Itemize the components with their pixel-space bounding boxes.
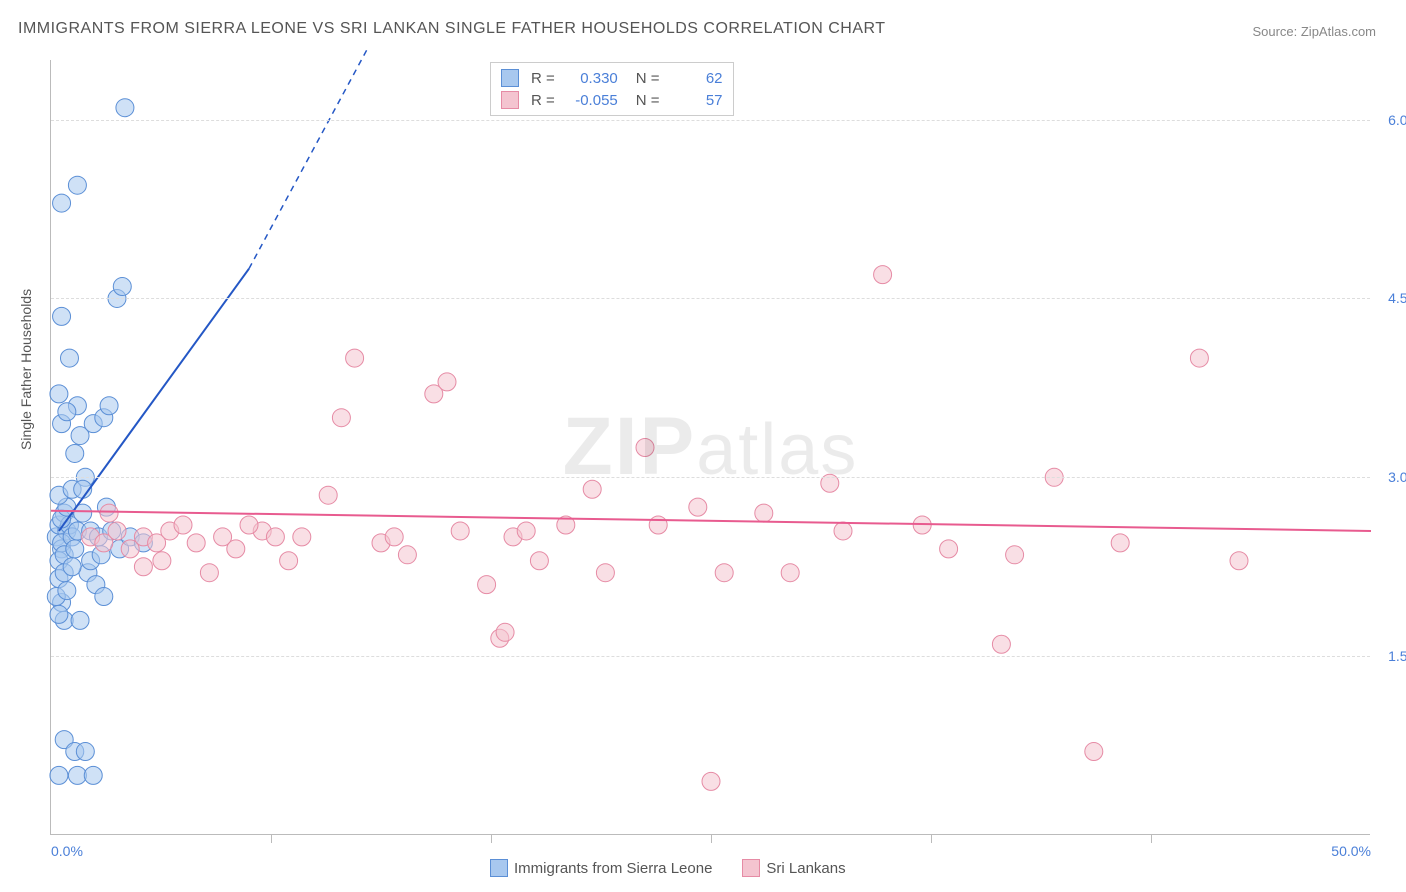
legend-n-label: N = [636,92,660,109]
legend-r-label: R = [531,92,555,109]
legend-bottom-label-1: Immigrants from Sierra Leone [514,860,712,877]
plot-area: ZIPatlas 1.5%3.0%4.5%6.0%0.0%50.0% [50,60,1370,835]
y-tick-label: 4.5% [1375,290,1406,306]
legend-r-value-1: 0.330 [563,70,618,87]
legend-bottom-swatch-2 [742,859,760,877]
legend-bottom-item-2: Sri Lankans [742,859,845,877]
legend-row-2: R = -0.055 N = 57 [501,89,723,111]
x-tick-label: 50.0% [1331,843,1371,859]
legend-n-value-1: 62 [668,70,723,87]
legend-bottom: Immigrants from Sierra Leone Sri Lankans [490,859,846,877]
legend-top: R = 0.330 N = 62 R = -0.055 N = 57 [490,62,734,116]
legend-row-1: R = 0.330 N = 62 [501,67,723,89]
y-axis-label: Single Father Households [18,289,34,450]
chart-title: IMMIGRANTS FROM SIERRA LEONE VS SRI LANK… [18,20,886,38]
x-tick-label: 0.0% [51,843,83,859]
legend-bottom-swatch-1 [490,859,508,877]
y-tick-label: 3.0% [1375,469,1406,485]
legend-n-value-2: 57 [668,92,723,109]
legend-swatch-1 [501,69,519,87]
y-tick-label: 1.5% [1375,648,1406,664]
legend-r-value-2: -0.055 [563,92,618,109]
legend-r-label: R = [531,70,555,87]
y-tick-label: 6.0% [1375,112,1406,128]
legend-swatch-2 [501,91,519,109]
source-label: Source: ZipAtlas.com [1252,24,1376,39]
legend-bottom-label-2: Sri Lankans [766,860,845,877]
chart-svg [51,60,1370,834]
legend-bottom-item-1: Immigrants from Sierra Leone [490,859,712,877]
legend-n-label: N = [636,70,660,87]
